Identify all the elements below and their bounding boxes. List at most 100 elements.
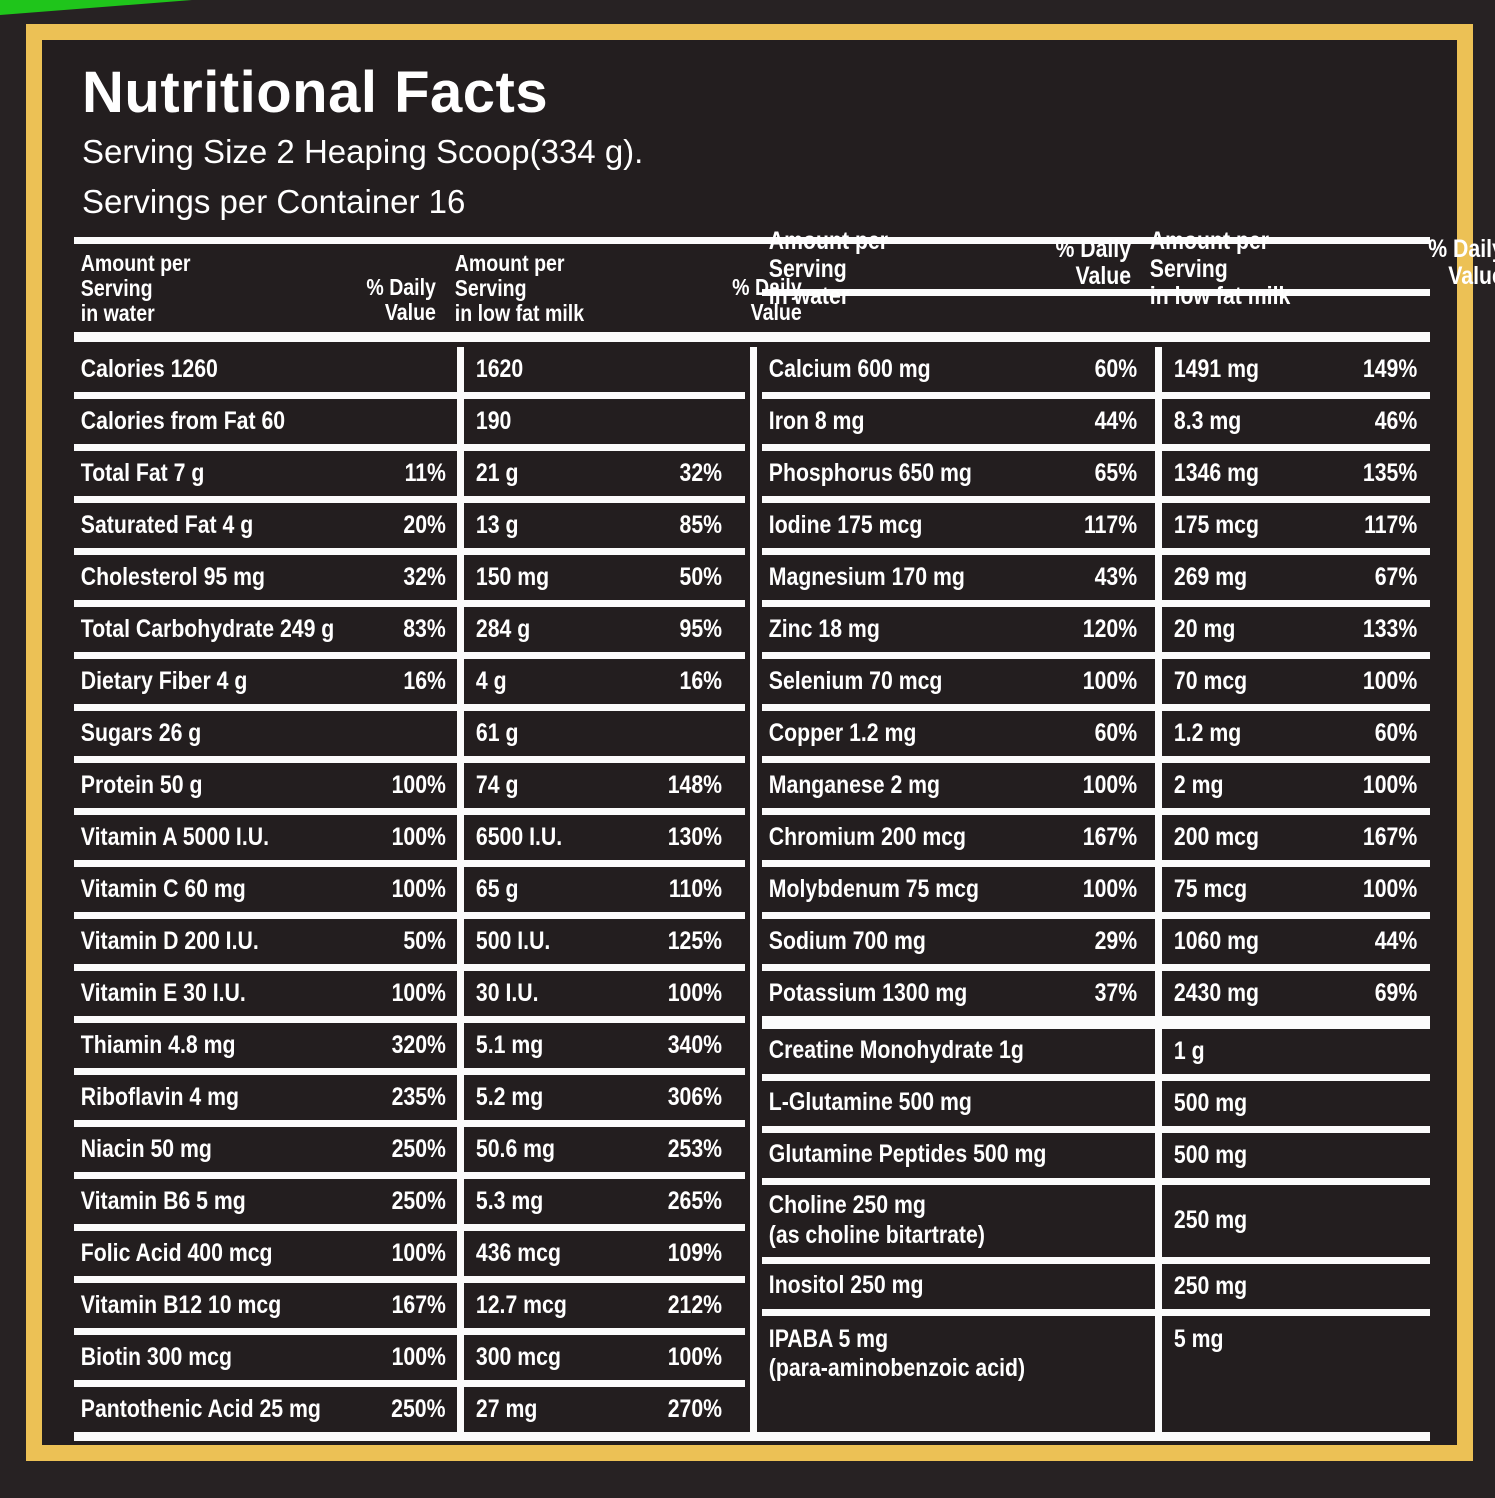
col-header-daily-value: % Daily Value bbox=[732, 273, 802, 326]
milk-amount: 436 mcg bbox=[475, 1238, 561, 1267]
column-divider bbox=[1155, 866, 1162, 912]
milk-amount: 8.3 mg bbox=[1173, 406, 1242, 435]
column-divider bbox=[1155, 1184, 1162, 1257]
milk-amount: 2430 mg bbox=[1173, 978, 1259, 1007]
col-header-milk: Amount per Serving in low fat milk bbox=[454, 249, 584, 327]
table-header-left: Amount per Serving in water % Daily Valu… bbox=[74, 244, 802, 332]
column-divider bbox=[1155, 554, 1162, 600]
nutrient-label: Sodium 700 mg bbox=[768, 926, 926, 955]
table-row: Phosphorus 650 mg 65% 1346 mg 135% bbox=[762, 450, 1430, 503]
water-daily-value: 29% bbox=[1094, 926, 1138, 955]
column-divider bbox=[457, 814, 464, 860]
nutrient-label: Vitamin D 200 I.U. bbox=[80, 926, 259, 955]
nutrient-label: Chromium 200 mcg bbox=[768, 822, 967, 851]
right-table: Calcium 600 mg 60% 1491 mg 149% Iron 8 mg 44… bbox=[762, 346, 1430, 1432]
water-daily-value: 100% bbox=[391, 978, 446, 1007]
nutrient-label: Saturated Fat 4 g bbox=[80, 510, 254, 539]
table-row: Riboflavin 4 mg 235% 5.2 mg 306% bbox=[74, 1074, 745, 1127]
table-row: Glutamine Peptides 500 mg 500 mg bbox=[762, 1132, 1430, 1185]
table-row: Zinc 18 mg 120% 20 mg 133% bbox=[762, 606, 1430, 659]
serving-size-line: Serving Size 2 Heaping Scoop(334 g). bbox=[82, 133, 644, 170]
milk-daily-value: 149% bbox=[1362, 354, 1418, 383]
water-daily-value: 100% bbox=[391, 874, 446, 903]
water-daily-value: 32% bbox=[403, 562, 446, 591]
left-table: Calories 1260 1620 Calories from Fat 60 19… bbox=[74, 346, 745, 1432]
column-divider bbox=[457, 502, 464, 548]
column-divider bbox=[457, 1126, 464, 1172]
milk-amount: 30 I.U. bbox=[475, 978, 539, 1007]
water-daily-value: 117% bbox=[1083, 510, 1138, 539]
water-daily-value: 65% bbox=[1094, 458, 1138, 487]
table-row: Folic Acid 400 mcg 100% 436 mcg 109% bbox=[74, 1230, 745, 1283]
nutrient-label: Total Carbohydrate 249 g bbox=[80, 614, 335, 643]
milk-amount: 70 mcg bbox=[1173, 666, 1248, 695]
milk-amount: 6500 I.U. bbox=[475, 822, 563, 851]
col-header-milk: Amount per Serving in low fat milk bbox=[1149, 227, 1291, 311]
column-divider bbox=[1155, 1263, 1162, 1309]
table-row: Vitamin D 200 I.U. 50% 500 I.U. 125% bbox=[74, 918, 745, 971]
section-divider bbox=[762, 1015, 1430, 1029]
water-daily-value: 43% bbox=[1094, 562, 1138, 591]
milk-amount: 5.2 mg bbox=[475, 1082, 544, 1111]
label-panel: Nutritional Facts Serving Size 2 Heaping… bbox=[26, 24, 1495, 1461]
column-divider bbox=[457, 762, 464, 808]
label-heading: Nutritional Facts Serving Size 2 Heaping… bbox=[42, 40, 1457, 223]
table-row: Copper 1.2 mg 60% 1.2 mg 60% bbox=[762, 710, 1430, 763]
milk-amount: 20 mg bbox=[1173, 614, 1236, 643]
header-bottom-rule bbox=[74, 331, 1430, 342]
nutrient-label: Zinc 18 mg bbox=[768, 614, 880, 643]
table-row: Thiamin 4.8 mg 320% 5.1 mg 340% bbox=[74, 1022, 745, 1075]
table-row: Vitamin C 60 mg 100% 65 g 110% bbox=[74, 866, 745, 919]
supplement-label: Choline 250 mg bbox=[768, 1191, 926, 1219]
nutrient-label: Niacin 50 mg bbox=[80, 1134, 212, 1163]
water-daily-value: 320% bbox=[391, 1030, 446, 1059]
milk-amount: 75 mcg bbox=[1173, 874, 1248, 903]
nutrient-label: Vitamin E 30 I.U. bbox=[80, 978, 246, 1007]
nutrient-label: Pantothenic Acid 25 mg bbox=[80, 1394, 321, 1423]
milk-daily-value: 110% bbox=[668, 874, 723, 903]
water-daily-value: 20% bbox=[403, 510, 446, 539]
column-divider bbox=[457, 398, 464, 444]
column-divider bbox=[457, 1022, 464, 1068]
table-row: Iron 8 mg 44% 8.3 mg 46% bbox=[762, 398, 1430, 451]
supplement-sublabel: (para-aminobenzoic acid) bbox=[768, 1354, 1026, 1382]
milk-amount: 21 g bbox=[475, 458, 519, 487]
water-daily-value: 100% bbox=[391, 822, 446, 851]
milk-daily-value: 253% bbox=[667, 1134, 723, 1163]
milk-amount: 269 mg bbox=[1173, 562, 1248, 591]
supplement-sublabel: (as choline bitartrate) bbox=[768, 1220, 985, 1249]
column-divider bbox=[457, 970, 464, 1016]
table-header: Amount per Serving in water % Daily Valu… bbox=[74, 228, 1495, 332]
milk-daily-value: 167% bbox=[1362, 822, 1418, 851]
table-row: Pantothenic Acid 25 mg 250% 27 mg 270% bbox=[74, 1386, 745, 1432]
table-row: Vitamin B6 5 mg 250% 5.3 mg 265% bbox=[74, 1178, 745, 1231]
servings-per-container-line: Servings per Container 16 bbox=[82, 183, 466, 221]
nutrient-label: Thiamin 4.8 mg bbox=[80, 1030, 236, 1059]
milk-daily-value: 306% bbox=[667, 1082, 723, 1111]
table-body: Calories 1260 1620 Calories from Fat 60 19… bbox=[74, 346, 1430, 1432]
col-header-water: Amount per Serving in water bbox=[768, 227, 889, 311]
milk-daily-value: 44% bbox=[1374, 926, 1418, 955]
nutrient-label: Manganese 2 mg bbox=[768, 770, 941, 799]
milk-amount: 1346 mg bbox=[1173, 458, 1259, 487]
column-divider bbox=[457, 1230, 464, 1276]
column-divider bbox=[1155, 606, 1162, 652]
table-row: Calories from Fat 60 190 bbox=[74, 398, 745, 451]
milk-daily-value: 135% bbox=[1362, 458, 1418, 487]
water-daily-value: 44% bbox=[1094, 406, 1138, 435]
column-divider bbox=[457, 1386, 464, 1432]
milk-amount: 200 mcg bbox=[1173, 822, 1259, 851]
milk-daily-value: 212% bbox=[667, 1290, 723, 1319]
nutrient-label: Iodine 175 mcg bbox=[768, 510, 923, 539]
milk-amount: 74 g bbox=[475, 770, 519, 799]
column-divider bbox=[457, 866, 464, 912]
table-row: Iodine 175 mcg 117% 175 mcg 117% bbox=[762, 502, 1430, 555]
milk-amount: 2 mg bbox=[1173, 770, 1224, 799]
milk-amount: 27 mg bbox=[475, 1394, 538, 1423]
water-daily-value: 120% bbox=[1082, 614, 1138, 643]
supplement-label: Creatine Monohydrate 1g bbox=[768, 1036, 1024, 1065]
water-daily-value: 60% bbox=[1094, 354, 1138, 383]
col-header-daily-value: % Daily Value bbox=[1055, 234, 1132, 290]
milk-amount: 4 g bbox=[475, 666, 507, 695]
nutrient-label: Protein 50 g bbox=[80, 770, 203, 799]
